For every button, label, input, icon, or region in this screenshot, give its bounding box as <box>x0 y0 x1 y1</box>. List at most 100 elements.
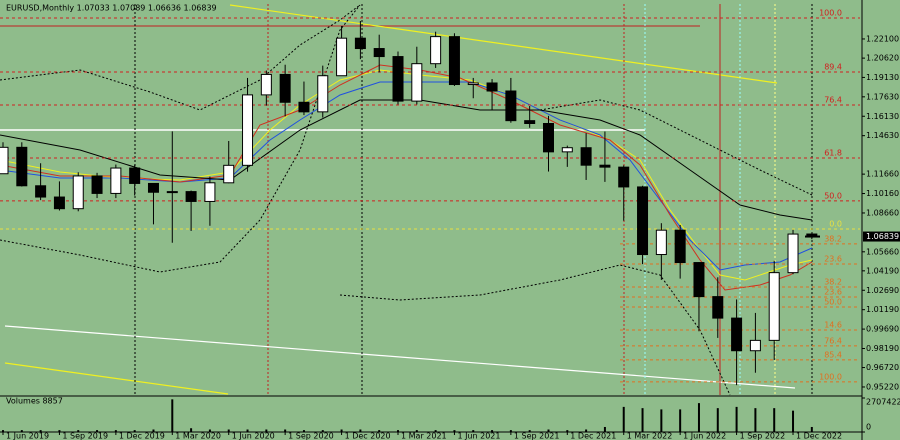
candle-body <box>637 186 649 256</box>
x-tick-label: 1 Sep 2019 <box>62 432 108 440</box>
candle-body <box>298 101 310 113</box>
price-label: 1.06839 <box>866 232 899 241</box>
candle-body <box>0 146 9 175</box>
candle-body <box>166 191 178 194</box>
x-tick-label: 1 Sep 2021 <box>514 432 560 440</box>
moving-average <box>0 99 813 221</box>
y-tick-label: 1.02690 <box>866 286 899 295</box>
fib-label: 38.2 <box>824 278 842 287</box>
fib-label: 0.0 <box>829 220 842 229</box>
candle-body <box>16 146 28 187</box>
candle-body <box>72 175 84 210</box>
x-tick-label: 1 Jun 2020 <box>232 432 275 440</box>
y-tick-label: 1.20620 <box>866 54 899 63</box>
fib-label: 76.4 <box>824 336 842 345</box>
fib-label: 100.0 <box>819 372 842 381</box>
candle-body <box>712 296 724 319</box>
candle-body <box>35 185 47 198</box>
candle-body <box>693 262 705 298</box>
y-tick-label: 0.95220 <box>866 382 899 391</box>
y-tick-label: 1.08660 <box>866 208 899 217</box>
candle-body <box>204 182 216 202</box>
volume-title: Volumes 8857 <box>6 397 63 406</box>
x-tick-label: 1 Mar 2020 <box>175 432 221 440</box>
y-tick-label: 1.11660 <box>866 170 899 179</box>
volume-tick-label: 0 <box>866 423 871 432</box>
candle-body <box>655 229 667 256</box>
price-box <box>863 231 900 242</box>
candle-body <box>129 167 141 184</box>
x-tick-label: 1 Mar 2021 <box>401 432 447 440</box>
y-tick-label: 1.05660 <box>866 247 899 256</box>
fib-label: 23.6 <box>824 254 842 263</box>
fib-label: 14.6 <box>824 321 842 330</box>
y-tick-label: 1.10160 <box>866 189 899 198</box>
x-tick-label: 1 Sep 2022 <box>740 432 786 440</box>
candle-body <box>279 73 291 103</box>
fib-label: 23.6 <box>824 287 842 296</box>
y-tick-label: 1.04190 <box>866 266 899 275</box>
candle-body <box>354 37 366 50</box>
y-tick-label: 0.98190 <box>866 344 899 353</box>
y-tick-label: 1.17630 <box>866 92 899 101</box>
band-line <box>539 99 813 196</box>
band-line <box>0 4 361 273</box>
candle-body <box>147 182 159 193</box>
candle-body <box>674 229 686 264</box>
candle-body <box>505 90 517 122</box>
candle-body <box>373 48 385 58</box>
fib-label: 61.8 <box>824 148 842 157</box>
candle-body <box>561 147 573 153</box>
fib-label: 50.0 <box>824 191 842 200</box>
fib-label: 100.0 <box>819 8 842 17</box>
candle-body <box>91 175 103 194</box>
x-tick-label: 1 Mar 2022 <box>627 432 673 440</box>
candle-body <box>731 317 743 352</box>
candle-body <box>542 123 554 153</box>
x-tick-label: 1 Jun 2022 <box>683 432 726 440</box>
x-tick-label: 1 Jun 2019 <box>6 432 49 440</box>
moving-average <box>0 64 813 291</box>
candle-body <box>185 191 197 202</box>
candle-body <box>53 196 65 210</box>
candle-body <box>524 120 536 125</box>
x-tick-label: 1 Dec 2021 <box>570 432 616 440</box>
y-tick-label: 1.16130 <box>866 112 899 121</box>
x-tick-label: 1 Dec 2020 <box>345 432 391 440</box>
candle-body <box>448 36 460 86</box>
fib-label: 89.4 <box>824 62 842 71</box>
x-tick-label: 1 Dec 2022 <box>796 432 842 440</box>
candle-body <box>430 36 442 65</box>
candle-body <box>599 164 611 168</box>
volume-tick-label: 2707422 <box>866 398 900 407</box>
x-tick-label: 1 Jun 2021 <box>457 432 500 440</box>
candle-body <box>580 147 592 166</box>
candle-body <box>467 82 479 86</box>
candle-body <box>336 37 348 77</box>
candle-body <box>618 166 630 188</box>
x-tick-label: 1 Dec 2019 <box>119 432 165 440</box>
trend-line <box>4 362 229 395</box>
candle-body <box>242 94 254 166</box>
fib-label: 85.4 <box>824 350 842 359</box>
band-line <box>339 264 731 396</box>
y-tick-label: 0.96720 <box>866 363 899 372</box>
y-tick-label: 1.01190 <box>866 305 899 314</box>
fib-label: 50.0 <box>824 297 842 306</box>
candle-body <box>223 164 235 184</box>
chart-title: EURUSD,Monthly 1.07033 1.07089 1.06636 1… <box>6 4 217 13</box>
x-tick-label: 1 Sep 2020 <box>288 432 334 440</box>
fib-label: 38.2 <box>824 234 842 243</box>
candle-body <box>110 167 122 194</box>
candle-body <box>392 56 404 102</box>
candle-body <box>486 82 498 92</box>
y-tick-label: 1.14630 <box>866 131 899 140</box>
channel-line <box>4 325 796 389</box>
band-line <box>0 4 361 111</box>
candle-body <box>749 339 761 352</box>
y-tick-label: 1.22100 <box>866 34 899 43</box>
y-tick-label: 0.99690 <box>866 325 899 334</box>
candle-body <box>768 272 780 341</box>
trend-line <box>229 4 778 84</box>
